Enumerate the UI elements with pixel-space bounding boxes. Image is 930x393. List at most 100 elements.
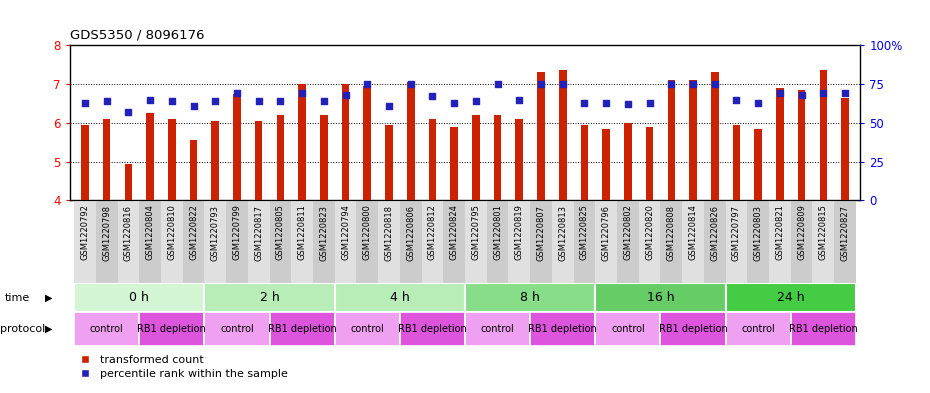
Bar [299, 84, 306, 200]
Point [251, 98, 266, 104]
Bar [379, 200, 400, 283]
Bar [842, 97, 849, 200]
Point [77, 99, 92, 106]
Bar [603, 129, 610, 200]
Text: GSM1220795: GSM1220795 [472, 204, 481, 261]
Text: 0 h: 0 h [129, 291, 149, 304]
Point [316, 98, 331, 104]
Text: GSM1220803: GSM1220803 [753, 204, 763, 261]
Text: GSM1220800: GSM1220800 [363, 204, 372, 261]
Bar [161, 200, 182, 283]
Bar [559, 70, 566, 200]
Text: GSM1220792: GSM1220792 [81, 204, 89, 261]
Bar [341, 84, 350, 200]
Text: GSM1220808: GSM1220808 [667, 204, 676, 261]
Bar [320, 115, 327, 200]
Point [664, 81, 679, 87]
Text: GSM1220823: GSM1220823 [319, 204, 328, 261]
Bar [81, 125, 88, 200]
Text: 24 h: 24 h [777, 291, 804, 304]
Bar [74, 283, 205, 312]
Point [555, 81, 570, 87]
Text: RB1 depletion: RB1 depletion [398, 324, 467, 334]
Text: GSM1220801: GSM1220801 [493, 204, 502, 261]
Text: ▶: ▶ [45, 293, 52, 303]
Bar [668, 80, 675, 200]
Bar [551, 200, 574, 283]
Text: 4 h: 4 h [390, 291, 410, 304]
Text: GSM1220802: GSM1220802 [623, 204, 632, 261]
Bar [385, 125, 392, 200]
Bar [255, 121, 262, 200]
Bar [465, 200, 486, 283]
Text: GSM1220815: GSM1220815 [818, 204, 828, 261]
Bar [205, 283, 335, 312]
Bar [182, 200, 205, 283]
Bar [407, 82, 415, 200]
Text: RB1 depletion: RB1 depletion [789, 324, 857, 334]
Bar [733, 125, 740, 200]
Point [534, 81, 549, 87]
Text: GSM1220813: GSM1220813 [558, 204, 567, 261]
Text: GSM1220826: GSM1220826 [711, 204, 719, 261]
Point [469, 98, 484, 104]
Bar [595, 312, 660, 346]
Bar [645, 127, 654, 200]
Text: GSM1220811: GSM1220811 [298, 204, 307, 261]
Bar [247, 200, 270, 283]
Bar [472, 115, 480, 200]
Text: GSM1220818: GSM1220818 [384, 204, 393, 261]
Bar [725, 312, 790, 346]
Point [446, 99, 461, 106]
Text: 2 h: 2 h [259, 291, 279, 304]
Text: control: control [611, 324, 644, 334]
Bar [168, 119, 176, 200]
Text: GSM1220804: GSM1220804 [146, 204, 154, 261]
Text: GSM1220827: GSM1220827 [841, 204, 849, 261]
Bar [711, 72, 719, 200]
Text: GSM1220821: GSM1220821 [776, 204, 784, 261]
Text: GSM1220820: GSM1220820 [645, 204, 654, 261]
Point [230, 90, 245, 96]
Bar [74, 312, 140, 346]
Text: GSM1220799: GSM1220799 [232, 204, 242, 261]
Text: control: control [741, 324, 775, 334]
Bar [530, 312, 595, 346]
Bar [335, 283, 465, 312]
Bar [421, 200, 444, 283]
Text: GSM1220806: GSM1220806 [406, 204, 415, 261]
Text: time: time [5, 293, 30, 303]
Text: GDS5350 / 8096176: GDS5350 / 8096176 [70, 28, 205, 41]
Point [512, 96, 526, 103]
Text: control: control [351, 324, 384, 334]
Bar [429, 119, 436, 200]
Bar [798, 90, 805, 200]
Text: control: control [481, 324, 514, 334]
Bar [689, 80, 697, 200]
Text: RB1 depletion: RB1 depletion [528, 324, 597, 334]
Point [339, 92, 353, 98]
Bar [790, 312, 856, 346]
Bar [574, 200, 595, 283]
Text: GSM1220822: GSM1220822 [189, 204, 198, 261]
Bar [96, 200, 117, 283]
Point [381, 103, 396, 109]
Bar [595, 283, 725, 312]
Point [773, 90, 788, 96]
Bar [356, 200, 379, 283]
Bar [465, 312, 530, 346]
Point [729, 96, 744, 103]
Bar [335, 312, 400, 346]
Text: GSM1220810: GSM1220810 [167, 204, 177, 261]
Point [165, 98, 179, 104]
Bar [465, 283, 595, 312]
Text: ▶: ▶ [45, 324, 52, 334]
Point [838, 90, 853, 96]
Bar [270, 200, 291, 283]
Bar [233, 94, 241, 200]
Text: GSM1220816: GSM1220816 [124, 204, 133, 261]
Text: GSM1220814: GSM1220814 [688, 204, 698, 261]
Point [121, 109, 136, 115]
Text: GSM1220794: GSM1220794 [341, 204, 350, 261]
Point [207, 98, 222, 104]
